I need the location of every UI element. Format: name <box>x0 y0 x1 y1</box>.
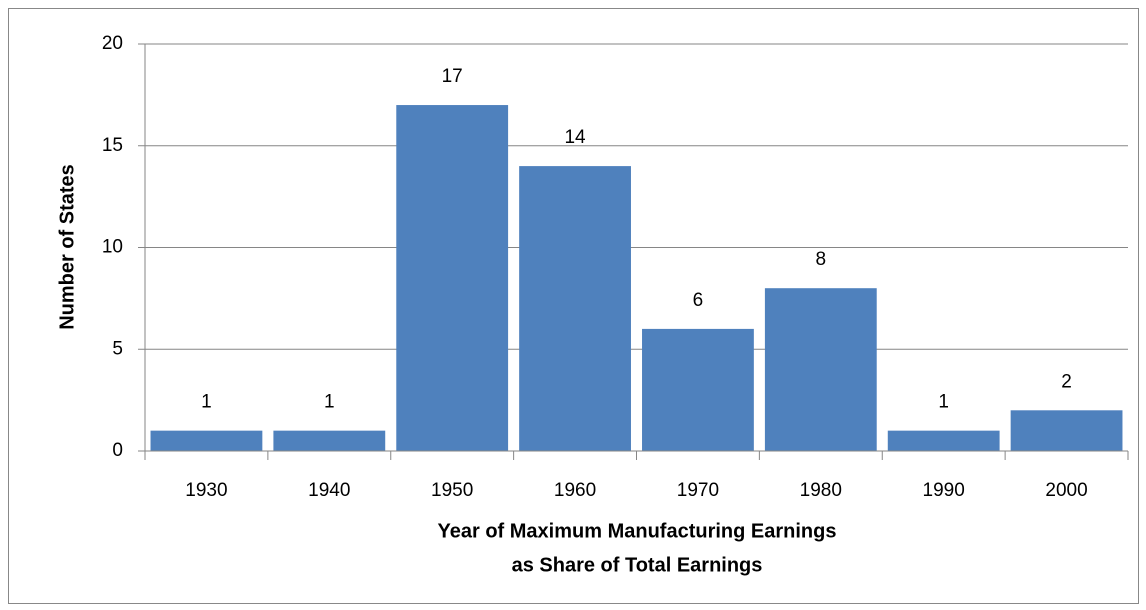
data-label: 2 <box>1061 371 1072 392</box>
data-label: 1 <box>938 392 949 413</box>
x-tick-label: 1950 <box>431 480 473 501</box>
x-tick-label: 1940 <box>308 480 350 501</box>
bar <box>887 430 1000 451</box>
bar <box>642 328 754 451</box>
data-label: 1 <box>324 392 335 413</box>
x-axis-title: as Share of Total Earnings <box>512 554 763 576</box>
x-tick-label: 1930 <box>185 480 227 501</box>
y-tick-label: 0 <box>112 440 123 461</box>
bar <box>396 105 509 452</box>
x-tick-label: 1960 <box>554 480 596 501</box>
bar <box>519 166 631 451</box>
y-tick-label: 5 <box>112 338 123 359</box>
bar <box>150 430 263 451</box>
y-tick-label: 20 <box>102 33 123 54</box>
x-tick-label: 1970 <box>677 480 719 501</box>
bar <box>1010 410 1123 451</box>
x-tick-label: 2000 <box>1045 480 1087 501</box>
y-axis-title: Number of States <box>56 164 78 330</box>
bar <box>273 430 386 451</box>
x-tick-label: 1980 <box>800 480 842 501</box>
y-tick-label: 10 <box>102 237 123 258</box>
data-label: 8 <box>816 249 827 270</box>
bar <box>764 288 877 451</box>
x-axis-title: Year of Maximum Manufacturing Earnings <box>438 520 837 542</box>
data-label: 17 <box>442 66 463 87</box>
data-label: 1 <box>201 392 212 413</box>
data-label: 6 <box>693 290 704 311</box>
x-tick-label: 1990 <box>923 480 965 501</box>
data-label: 14 <box>564 127 586 148</box>
y-tick-label: 15 <box>102 135 123 156</box>
